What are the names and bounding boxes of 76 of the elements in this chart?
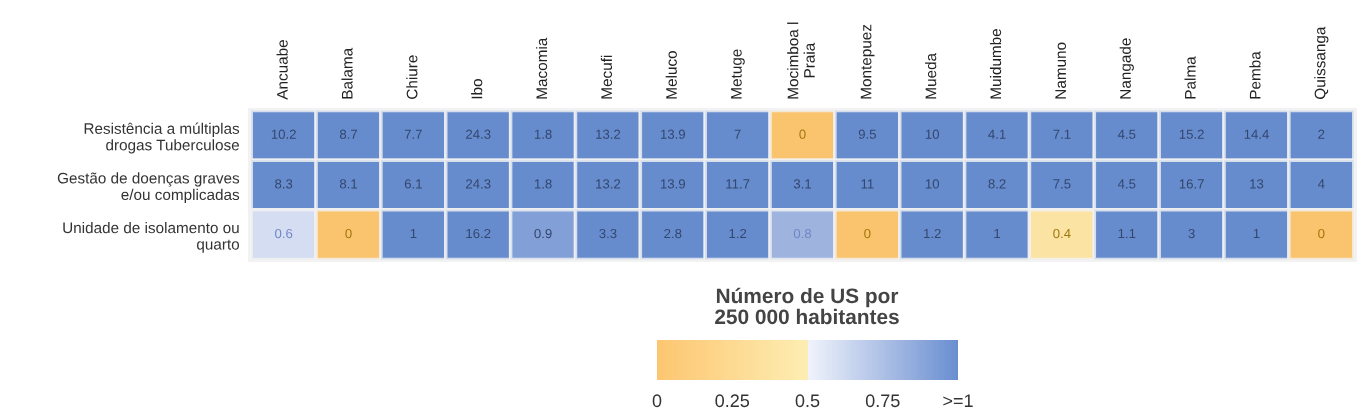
x-tick-label: Nangade [1119,38,1134,99]
data-label: 4.1 [988,129,1006,139]
data-label: 7.7 [404,129,422,139]
data-label: 0.6 [275,228,293,239]
data-label: 1 [1253,229,1260,239]
x-tick-label: Pemba [1249,51,1261,99]
data-label: 10 [925,179,940,189]
data-label: 0 [799,129,806,139]
data-label: 9.5 [858,129,876,139]
data-label: 13.9 [660,129,686,139]
color-bar-title: Número de US por 250 000 habitantes [715,287,899,325]
data-label: 13.2 [596,179,621,189]
data-label: 14.4 [1244,129,1269,139]
x-tick-label: Chiure [406,55,418,99]
data-label: 7.1 [1053,129,1071,139]
x-tick-label: Mueda [925,52,937,99]
color-bar-label: 0.25 [715,394,750,408]
x-tick-label: Montepuez [860,24,875,99]
data-label: 4 [1317,179,1325,189]
data-label: 1.2 [729,228,747,239]
data-label: 13.9 [660,179,686,189]
x-tick-label: Mocimboa l Praia [787,22,815,99]
data-label: 1.8 [534,179,552,189]
data-label: 0 [1318,228,1325,239]
x-tick-label: Muidumbe [989,29,1002,99]
data-label: 0.4 [1053,228,1071,239]
color-bar-label: 0.75 [865,394,900,408]
data-label: 8.7 [339,129,358,139]
x-tick-label: Meluco [665,51,677,99]
data-label: 2 [1318,129,1325,139]
x-tick-label: Macomia [535,37,548,99]
data-label: 7.5 [1053,179,1071,189]
data-label: 4.5 [1117,129,1136,139]
data-label: 11.7 [726,179,750,189]
y-tick-label: Resistência a múltiplas drogas Tuberculose [84,122,240,154]
color-bar-label: 0 [652,394,662,408]
x-tick-label: Ibo [471,79,483,99]
data-label: 1.1 [1118,229,1136,239]
x-tick-label: Palma [1184,56,1196,99]
x-tick-label: Ancuabe [276,40,288,100]
x-tick-label: Quissanga [1314,26,1329,99]
data-label: 16.7 [1179,179,1204,189]
data-label: 1 [410,229,417,239]
data-label: 3.1 [793,179,812,189]
x-tick-label: Balama [341,47,353,99]
data-label: 7 [734,129,741,139]
data-label: 4.5 [1117,179,1136,189]
data-label: 0 [864,228,871,239]
data-label: 1 [994,229,1001,239]
data-label: 6.1 [404,179,422,189]
data-label: 24.3 [466,179,491,189]
data-label: 16.2 [466,228,491,239]
data-label: 15.2 [1179,129,1204,139]
data-label: 8.1 [339,179,358,189]
data-label: 8.3 [275,179,293,189]
data-label: 10 [925,129,940,139]
x-tick-label: Namuno [1055,42,1067,99]
data-label: 1.8 [534,129,552,139]
data-label: 0 [345,228,352,239]
x-tick-label: Metuge [731,49,745,99]
data-label: 11 [861,179,874,189]
data-label: 13.2 [596,129,621,139]
color-bar-label: >=1 [943,394,973,407]
y-tick-label: Gestão de doenças graves e/ou complicadas [57,172,240,204]
color-bar-label: 0.5 [795,394,820,408]
data-label: 24.3 [466,129,491,139]
data-label: 0.9 [534,228,552,239]
data-label: 3 [1188,228,1195,239]
data-label: 3.3 [599,228,617,239]
data-label: 10.2 [271,129,296,139]
data-label: 8.2 [988,179,1006,189]
x-tick-label: Mecufi [600,55,613,99]
data-label: 1.2 [924,228,941,239]
data-label: 13 [1250,179,1264,189]
y-tick-label: Unidade de isolamento ou quarto [63,222,240,253]
data-label: 2.8 [664,228,682,239]
